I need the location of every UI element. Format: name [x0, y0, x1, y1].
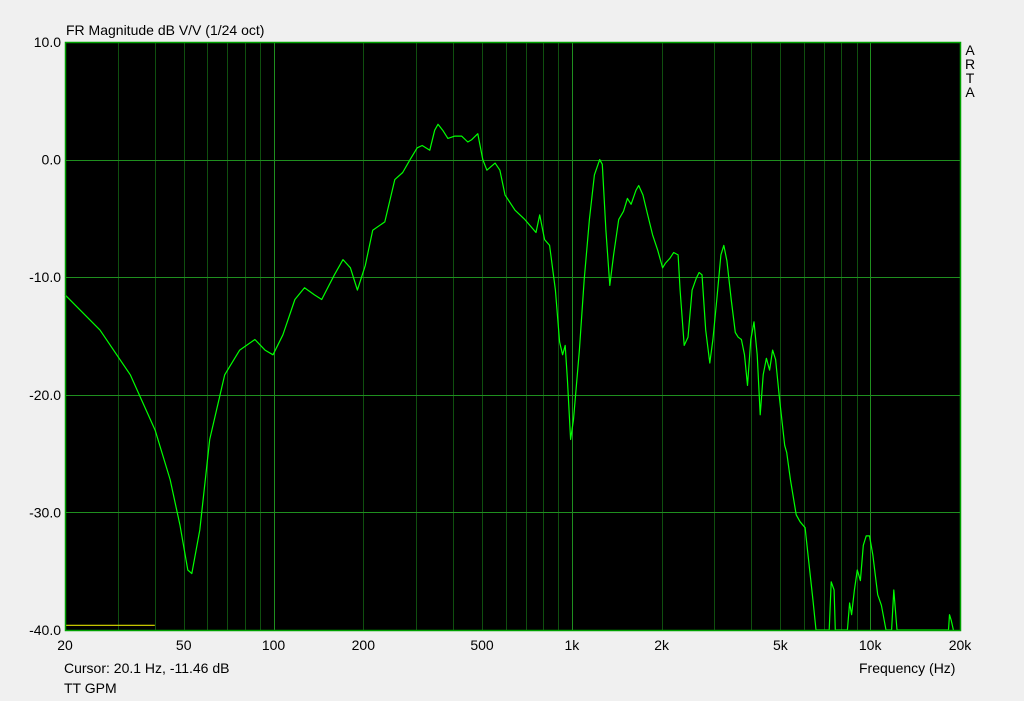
x-tick-label: 200: [352, 637, 376, 653]
y-tick-label: -30.0: [29, 504, 61, 520]
x-tick-label: 2k: [654, 637, 670, 653]
x-tick-label: 500: [470, 637, 494, 653]
trace-name: TT GPM: [64, 680, 117, 696]
x-tick-label: 1k: [564, 637, 580, 653]
y-tick-label: 10.0: [34, 34, 61, 50]
x-tick-label: 50: [176, 637, 192, 653]
cursor-readout: Cursor: 20.1 Hz, -11.46 dB: [64, 660, 230, 676]
x-tick-label: 20k: [949, 637, 973, 653]
plot-border: [64, 41, 962, 632]
y-tick-label: -40.0: [29, 622, 61, 638]
x-tick-label: 100: [262, 637, 286, 653]
plot-area: [65, 42, 960, 630]
chart-title: FR Magnitude dB V/V (1/24 oct): [66, 22, 265, 38]
x-tick-label: 10k: [859, 637, 883, 653]
y-tick-label: -20.0: [29, 387, 61, 403]
y-tick-label: -10.0: [29, 269, 61, 285]
x-tick-label: 20: [57, 637, 73, 653]
x-axis-label: Frequency (Hz): [859, 660, 956, 676]
frequency-response-trace: [64, 123, 954, 631]
x-tick-label: 5k: [773, 637, 789, 653]
y-tick-label: 0.0: [42, 152, 62, 168]
